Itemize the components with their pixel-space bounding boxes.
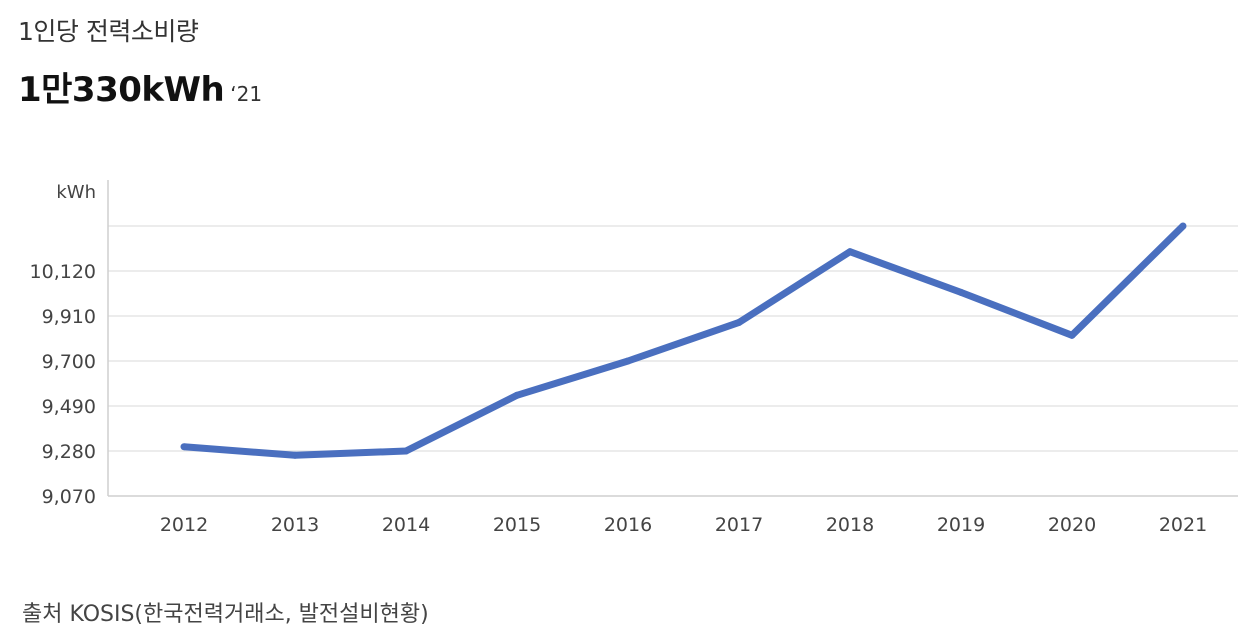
x-tick-label: 2012	[160, 514, 208, 536]
y-tick-label: 9,700	[42, 351, 96, 373]
x-tick-label: 2020	[1048, 514, 1096, 536]
x-tick-label: 2019	[937, 514, 985, 536]
y-tick-label: 10,120	[30, 261, 96, 283]
data-point	[735, 318, 743, 326]
chart-subtitle: 1인당 전력소비량	[18, 17, 199, 46]
data-point	[1068, 331, 1076, 339]
gridlines	[108, 225, 1238, 452]
x-tick-labels: 2012 2013 2014 2015 2016 2017 2018 2019 2020 2021	[160, 514, 1207, 536]
data-point	[1179, 222, 1187, 230]
axes	[107, 180, 1238, 497]
data-point	[846, 248, 854, 256]
data-point	[624, 357, 632, 365]
headline-value: 1만330kWh	[18, 70, 225, 110]
x-tick-label: 2016	[604, 514, 652, 536]
x-tick-label: 2013	[271, 514, 319, 536]
series	[180, 222, 1187, 459]
data-point	[957, 288, 965, 296]
y-tick-label: 9,490	[42, 396, 96, 418]
data-point	[513, 391, 521, 399]
x-tick-label: 2021	[1159, 514, 1207, 536]
headline: 1만330kWh ‘21	[18, 62, 262, 111]
series-line	[183, 223, 1186, 459]
x-tick-label: 2015	[493, 514, 541, 536]
y-axis-unit-label: kWh	[56, 182, 96, 203]
y-tick-labels: 9,070 9,280 9,490 9,700 9,910 10,120	[30, 261, 96, 508]
data-point	[180, 443, 188, 451]
y-tick-label: 9,280	[42, 441, 96, 463]
source-note: 출처 KOSIS(한국전력거래소, 발전설비현황)	[22, 602, 429, 627]
data-point	[402, 447, 410, 455]
line-chart: 9,070 9,280 9,490 9,700 9,910 10,120 2012 2013…	[30, 180, 1238, 536]
y-tick-label: 9,070	[42, 486, 96, 508]
y-tick-label: 9,910	[42, 306, 96, 328]
x-tick-label: 2018	[826, 514, 874, 536]
headline-year: ‘21	[230, 82, 263, 106]
x-tick-label: 2014	[382, 514, 430, 536]
x-tick-label: 2017	[715, 514, 763, 536]
data-point	[291, 451, 299, 459]
